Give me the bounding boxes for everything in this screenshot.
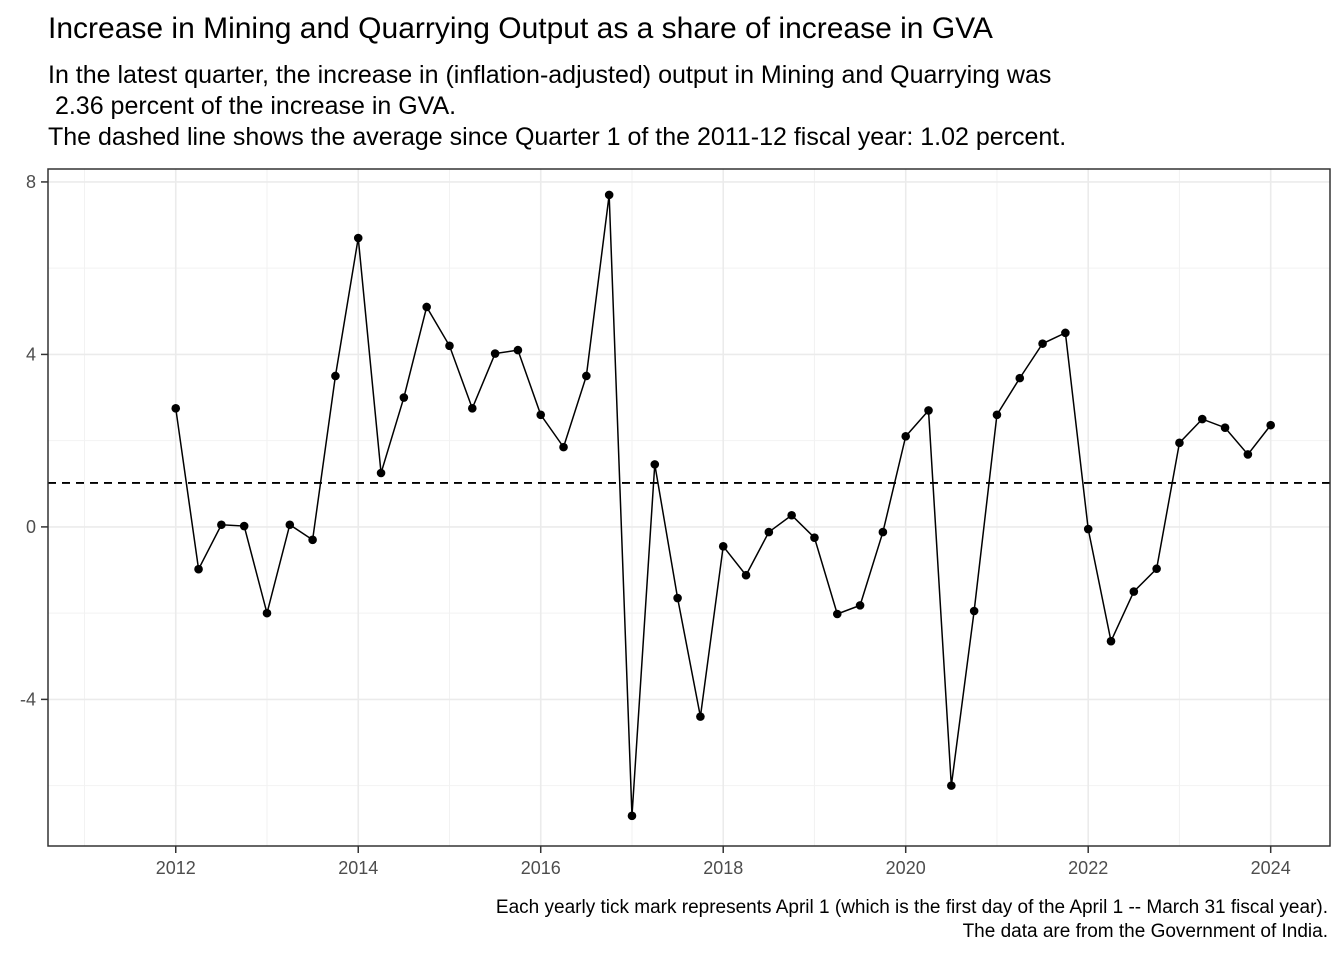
x-tick-label: 2020 [886, 858, 926, 878]
y-axis: -4 0 4 8 [20, 172, 48, 709]
data-point [1106, 636, 1116, 646]
data-point [308, 535, 317, 545]
data-point [1266, 420, 1275, 430]
data-point [992, 410, 1002, 420]
x-tick-label: 2016 [521, 858, 561, 878]
data-point [969, 606, 979, 616]
data-point [1220, 423, 1230, 433]
y-tick-label: 4 [26, 344, 36, 364]
data-point [217, 520, 226, 530]
caption-line-2: The data are from the Government of Indi… [962, 921, 1328, 942]
data-point [376, 468, 386, 478]
data-point [445, 341, 454, 351]
data-point [194, 564, 203, 574]
x-tick-label: 2024 [1251, 858, 1291, 878]
data-point [1061, 328, 1070, 338]
data-point [832, 609, 842, 619]
data-point [627, 811, 637, 821]
data-point [787, 510, 796, 520]
data-point [422, 302, 431, 312]
caption-line-1: Each yearly tick mark represents April 1… [495, 897, 1328, 918]
data-point [239, 521, 249, 531]
data-point [353, 233, 363, 243]
data-point [901, 432, 911, 441]
major-gridlines [48, 169, 1330, 846]
chart-subtitle: In the latest quarter, the increase in (… [48, 60, 1066, 153]
data-point [604, 190, 614, 200]
data-point [1129, 587, 1139, 596]
data-point [696, 712, 705, 721]
data-point [513, 345, 523, 355]
data-point [947, 781, 956, 790]
data-point [490, 349, 500, 358]
x-tick-label: 2014 [338, 858, 378, 878]
chart-caption: Each yearly tick mark represents April 1… [496, 896, 1328, 944]
x-tick-label: 2012 [156, 858, 196, 878]
subtitle-line-2: 2.36 percent of the increase in GVA. [48, 92, 457, 120]
data-point [536, 410, 546, 420]
data-point [1015, 373, 1025, 383]
data-point [855, 601, 865, 610]
y-tick-label: -4 [20, 689, 36, 709]
data-point [399, 393, 409, 402]
plot-panel-border [47, 168, 1331, 847]
data-point [331, 371, 340, 381]
data-point [810, 533, 819, 542]
x-axis: 2012 2014 2016 2018 2020 2022 2024 [156, 846, 1291, 878]
subtitle-line-1: In the latest quarter, the increase in (… [48, 61, 1052, 89]
x-tick-label: 2018 [703, 858, 743, 878]
data-point [741, 570, 751, 580]
data-points [171, 190, 1275, 821]
data-point [1243, 450, 1253, 459]
data-point [878, 527, 888, 537]
y-tick-label: 8 [26, 172, 36, 192]
data-point [673, 593, 682, 603]
x-tick-label: 2022 [1068, 858, 1108, 878]
data-point [1083, 524, 1093, 534]
subtitle-line-3: The dashed line shows the average since … [48, 123, 1067, 151]
minor-gridlines [48, 169, 1330, 846]
data-point [559, 442, 568, 452]
data-point [924, 406, 933, 415]
data-point [1038, 339, 1047, 348]
data-point [1175, 438, 1184, 448]
data-point [171, 404, 181, 413]
data-point [285, 520, 295, 530]
data-point [582, 371, 591, 381]
data-point [1197, 414, 1207, 424]
data-point [650, 460, 660, 469]
y-tick-label: 0 [26, 517, 36, 537]
chart-title: Increase in Mining and Quarrying Output … [48, 12, 993, 45]
data-point [1152, 564, 1161, 574]
data-point [467, 404, 477, 413]
data-point [764, 527, 774, 537]
data-point [718, 542, 728, 551]
data-point [262, 608, 272, 618]
